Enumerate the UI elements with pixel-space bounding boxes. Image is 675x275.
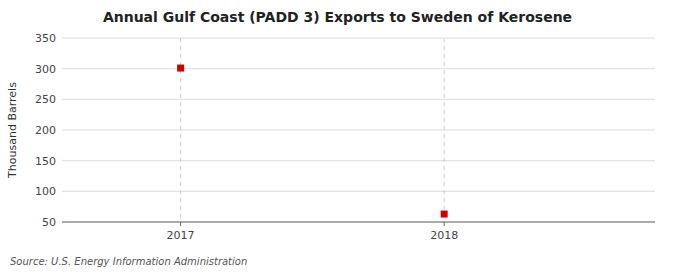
y-tick-label: 350	[35, 32, 56, 45]
title: Annual Gulf Coast (PADD 3) Exports to Sw…	[103, 9, 572, 25]
y-grid-line	[62, 222, 655, 223]
x-tick-label: 2018	[430, 229, 458, 242]
y-grid-line	[62, 68, 655, 69]
y-tick-label: 150	[35, 155, 56, 168]
y-tick-label: 200	[35, 124, 56, 137]
y-grid-line	[62, 130, 655, 131]
y-grid-line	[62, 99, 655, 100]
point	[177, 65, 184, 72]
x-tick	[180, 222, 181, 226]
y-grid-line	[62, 38, 655, 39]
y-tick-label: 250	[35, 93, 56, 106]
y-tick-label: 300	[35, 63, 56, 76]
y-grid-line	[62, 160, 655, 161]
x-grid-line	[444, 38, 445, 222]
point	[441, 211, 448, 218]
source-note: Source: U.S. Energy Information Administ…	[10, 256, 247, 267]
x-axis-line	[62, 222, 655, 223]
y-tick-label: 50	[42, 216, 56, 229]
x-tick-label: 2017	[167, 229, 195, 242]
y-tick-label: 100	[35, 185, 56, 198]
y-grid-line	[62, 191, 655, 192]
chart: Annual Gulf Coast (PADD 3) Exports to Sw…	[0, 0, 675, 275]
points	[177, 65, 448, 218]
x-tick	[444, 222, 445, 226]
y-axis-label: Thousand Barrels	[6, 82, 19, 179]
